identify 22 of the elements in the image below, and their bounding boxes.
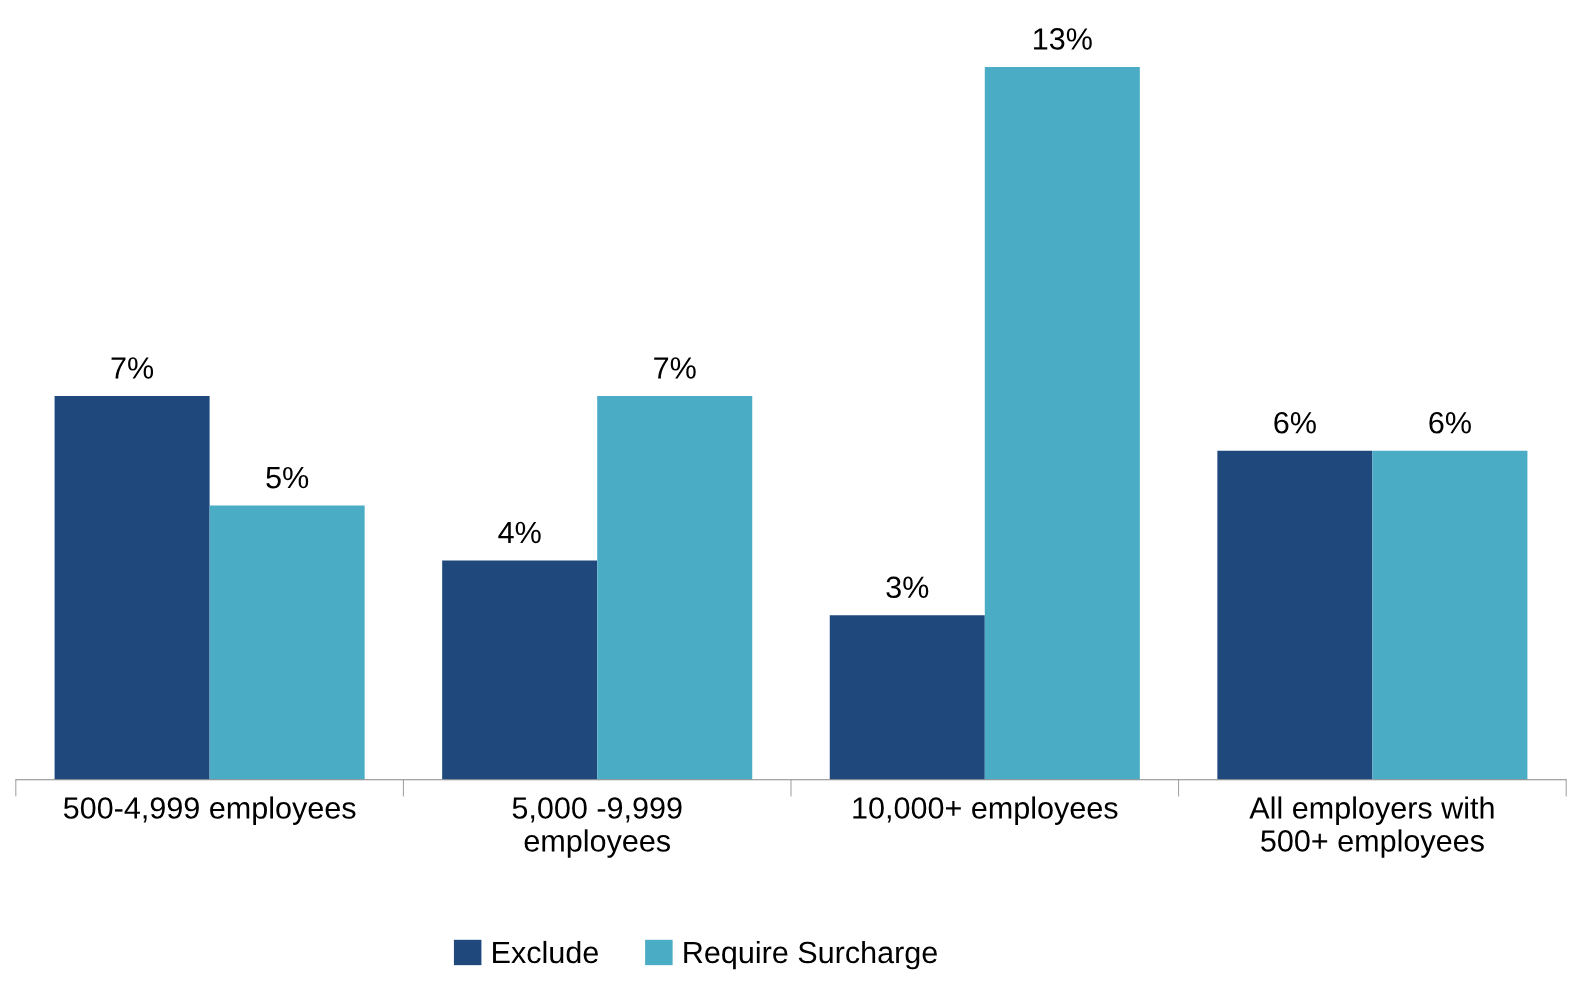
bar xyxy=(597,395,753,780)
x-tick-label: 500-4,999 employees xyxy=(63,796,356,825)
bar xyxy=(54,395,210,780)
data-label: 13% xyxy=(1034,28,1092,50)
bar xyxy=(984,66,1140,780)
data-label: 7% xyxy=(111,357,154,379)
data-label: 5% xyxy=(266,466,309,489)
x-tick-label: All employers with 500+ employees xyxy=(1249,796,1494,858)
legend-label: Exclude xyxy=(493,940,598,964)
data-label: 6% xyxy=(1274,411,1316,434)
bar xyxy=(829,615,985,780)
data-label: 3% xyxy=(886,576,929,599)
x-tick-label: 5,000 -9,999 employees xyxy=(512,797,682,858)
x-tick-label: 10,000+ employees xyxy=(853,796,1118,825)
data-label: 7% xyxy=(654,357,696,379)
bar xyxy=(1217,450,1373,780)
data-label: 4% xyxy=(498,521,541,544)
legend-label: Require Surcharge xyxy=(684,940,937,970)
bar xyxy=(209,505,365,780)
bar xyxy=(442,560,598,780)
data-label: 6% xyxy=(1429,411,1471,434)
bar xyxy=(1372,450,1528,780)
